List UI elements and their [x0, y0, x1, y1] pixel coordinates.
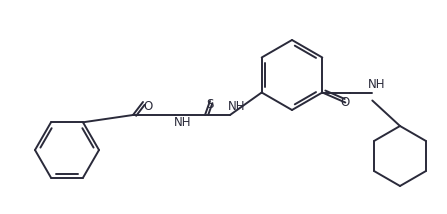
Text: NH: NH	[367, 78, 385, 91]
Text: O: O	[341, 96, 350, 109]
Text: S: S	[207, 98, 214, 110]
Text: NH: NH	[228, 100, 246, 113]
Text: NH: NH	[174, 116, 192, 128]
Text: O: O	[143, 100, 152, 113]
